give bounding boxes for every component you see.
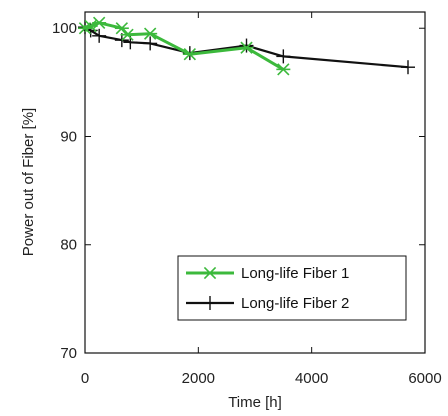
y-tick-label-1: 80: [60, 237, 77, 254]
data-point-fiber-2-9: [401, 60, 415, 75]
data-point-fiber-1-5: [143, 27, 158, 40]
data-point-fiber-2-8: [276, 49, 291, 64]
x-axis-title: Time [h]: [228, 394, 282, 411]
y-tick-label-0: 70: [60, 345, 77, 362]
legend-marker-symbol-1: [203, 266, 217, 280]
x-tick-label-1: 2000: [182, 370, 215, 387]
data-point-fiber-1-2: [92, 16, 107, 29]
y-tick-label-2: 90: [60, 128, 77, 145]
legend: Long-life Fiber 1 Long-life Fiber 2: [177, 255, 407, 321]
data-point-fiber-1-6: [182, 48, 197, 61]
legend-marker-symbol-2: [203, 296, 217, 310]
data-point-fiber-2-7: [239, 38, 254, 53]
legend-label-fiber-2: Long-life Fiber 2: [241, 295, 349, 312]
tick-labels: 0 2000 4000 6000 70 80 90 100: [52, 20, 442, 387]
legend-box: [177, 255, 407, 321]
data-point-fiber-1-4: [120, 28, 135, 41]
series-line-fiber-2: [84, 26, 409, 69]
data-point-fiber-1-3: [114, 22, 129, 35]
x-tick-label-0: 0: [81, 370, 89, 387]
series-layer: [78, 16, 415, 76]
plot-frame: [84, 11, 426, 354]
legend-label-fiber-1: Long-life Fiber 1: [241, 265, 349, 282]
x-tick-label-3: 6000: [408, 370, 441, 387]
axis-ticks: [84, 12, 426, 354]
data-point-fiber-1-8: [276, 63, 291, 76]
series-line-fiber-1: [84, 21, 285, 71]
y-tick-label-3: 100: [52, 20, 77, 37]
data-point-fiber-2-5: [143, 36, 158, 51]
legend-marker-fiber-2: [203, 296, 217, 310]
legend-marker-fiber-1: [203, 266, 217, 280]
x-tick-label-2: 4000: [295, 370, 328, 387]
data-point-fiber-1-7: [239, 41, 254, 54]
data-point-fiber-2-2: [92, 28, 107, 43]
y-axis-title: Power out of Fiber [%]: [20, 108, 37, 256]
